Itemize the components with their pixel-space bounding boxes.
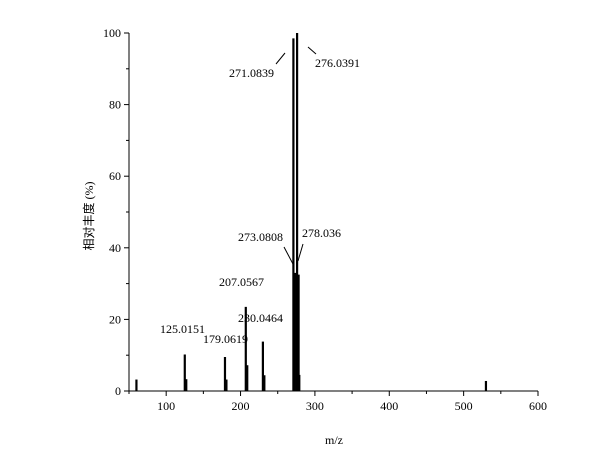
x-tick-label: 200 [232, 399, 250, 413]
x-tick-label: 100 [157, 399, 175, 413]
y-tick-label: 100 [103, 26, 121, 40]
axes: 0 20 40 60 80 100 100 200 300 400 500 600 [103, 26, 547, 413]
y-tick-label: 40 [109, 241, 121, 255]
peak-label: 207.0567 [219, 275, 264, 289]
peak-leader-line [283, 246, 294, 265]
y-tick-label: 60 [109, 169, 121, 183]
x-tick-label: 300 [306, 399, 324, 413]
peak-label: 271.0839 [229, 66, 274, 80]
peak-label: 276.0391 [315, 56, 360, 70]
peaks [135, 33, 488, 391]
peak-label: 273.0808 [238, 230, 283, 244]
peak-leader-line [307, 46, 317, 55]
y-tick-label: 0 [115, 384, 121, 398]
peak-leader-line [275, 52, 286, 65]
x-tick-label: 500 [455, 399, 473, 413]
x-tick-label: 600 [529, 399, 547, 413]
peak-leader-line [297, 243, 304, 262]
x-axis-title: m/z [325, 433, 343, 447]
peak-annotations: 271.0839 276.0391 273.0808 278.036 207.0567 2… [160, 46, 360, 346]
y-tick-label: 20 [109, 312, 121, 326]
y-axis-title: 相对丰度 (%) [81, 182, 96, 251]
peak-label: 278.036 [302, 226, 341, 240]
x-tick-label: 400 [380, 399, 398, 413]
peak-label: 179.0619 [203, 332, 248, 346]
peak-label: 230.0464 [238, 311, 283, 325]
y-tick-label: 80 [109, 98, 121, 112]
peak-label: 125.0151 [160, 322, 205, 336]
